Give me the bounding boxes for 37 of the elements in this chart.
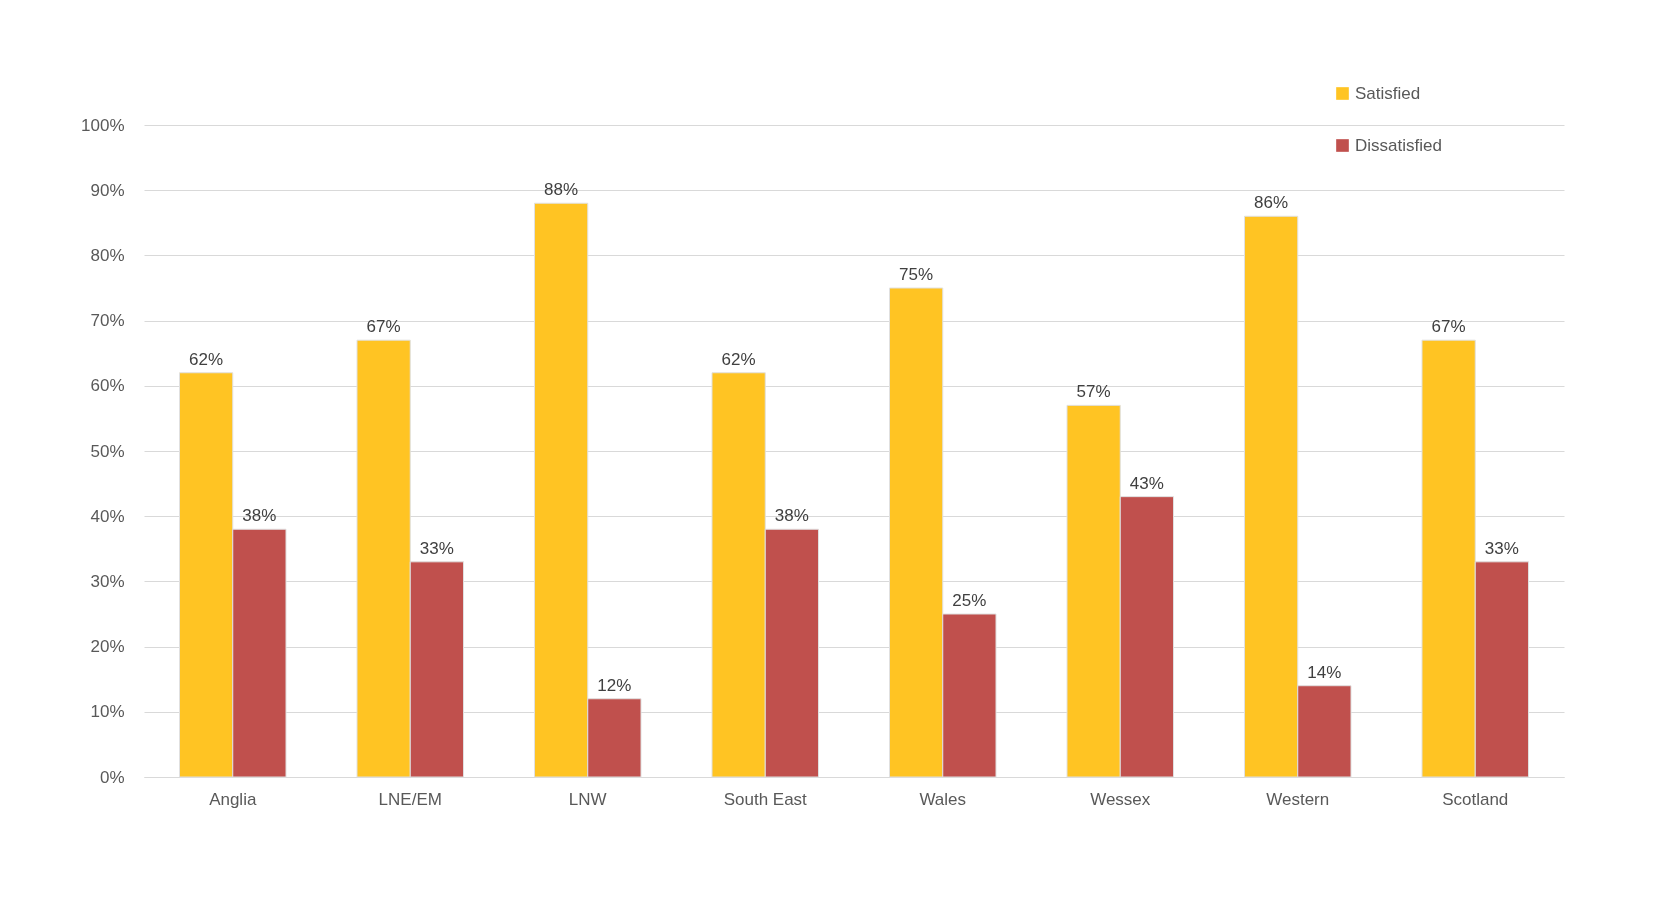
text: 38% xyxy=(242,506,277,526)
x-tick-label: LNW xyxy=(568,789,607,809)
text: 25% xyxy=(952,591,987,610)
x-tick-label: Western xyxy=(1266,789,1330,809)
y-tick-label: 100% xyxy=(81,115,125,135)
x-tick-label: Wessex xyxy=(1090,789,1151,809)
text: 86% xyxy=(1254,193,1289,213)
x-tick-label: Scotland xyxy=(1442,789,1509,809)
legend-label: Dissatisfied xyxy=(1355,135,1442,155)
text: 12% xyxy=(597,675,632,695)
y-tick-label: 30% xyxy=(90,571,125,591)
y-tick-label: 40% xyxy=(90,506,125,526)
x-tick-label: Wales xyxy=(919,789,967,809)
text: 62% xyxy=(721,349,756,369)
x-tick-label: Anglia xyxy=(209,789,257,809)
legend-label: Satisfied xyxy=(1355,83,1421,103)
y-tick-label: 90% xyxy=(90,180,125,200)
y-tick-label: 70% xyxy=(90,311,125,331)
text: 33% xyxy=(1484,538,1519,558)
text: 67% xyxy=(1431,317,1466,337)
text: 57% xyxy=(1076,382,1111,402)
text: 33% xyxy=(419,538,454,558)
y-tick-label: 50% xyxy=(90,441,125,461)
text: 38% xyxy=(774,506,809,526)
y-tick-label: 60% xyxy=(90,376,125,396)
x-tick-label: LNE/EM xyxy=(378,789,442,809)
y-tick-label: 10% xyxy=(90,702,125,722)
y-tick-label: 20% xyxy=(90,637,125,657)
y-tick-label: 80% xyxy=(90,245,125,265)
text: 67% xyxy=(366,317,401,337)
x-tick-label: South East xyxy=(723,789,808,809)
text: 62% xyxy=(189,349,224,369)
text: 88% xyxy=(544,180,579,200)
text: 43% xyxy=(1129,473,1164,493)
text: 14% xyxy=(1307,662,1342,682)
y-tick-label: 0% xyxy=(99,767,125,787)
text: 75% xyxy=(899,265,934,284)
